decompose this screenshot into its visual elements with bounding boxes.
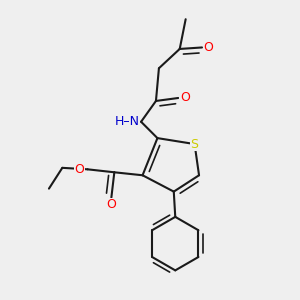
Text: S: S	[190, 138, 199, 151]
Text: O: O	[180, 92, 190, 104]
Text: O: O	[106, 199, 116, 212]
Text: O: O	[74, 163, 84, 176]
Text: O: O	[204, 41, 214, 54]
Text: H–N: H–N	[115, 115, 140, 128]
